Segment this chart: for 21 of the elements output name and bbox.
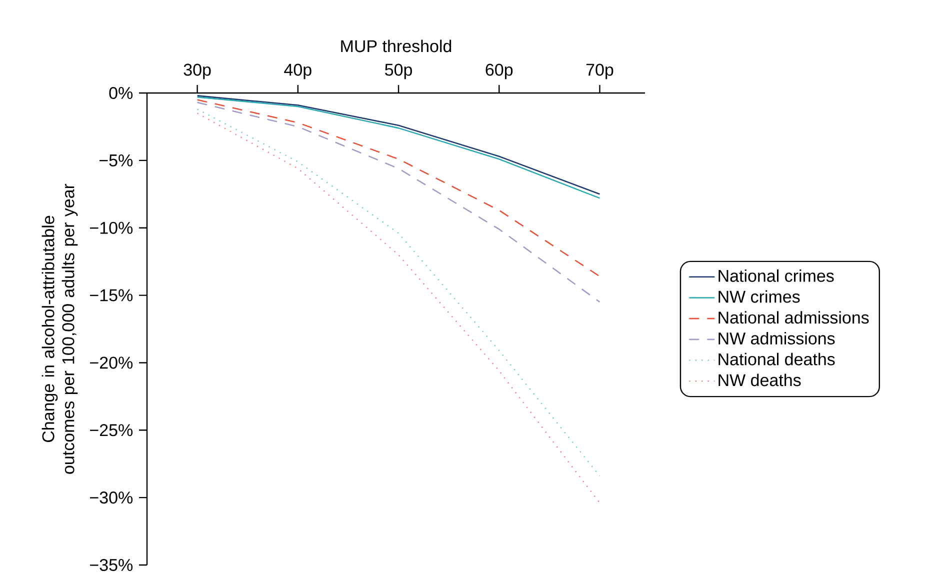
y-tick-label: −25% [90, 424, 133, 436]
legend-label: NW admissions [718, 332, 835, 344]
y-tick-label: −10% [90, 222, 133, 234]
legend-label: National admissions [718, 311, 869, 324]
y-tick-label: −15% [90, 289, 133, 302]
y-tick-label: −5% [99, 154, 133, 166]
y-tick-label: −35% [90, 558, 133, 572]
y-tick-label: −30% [90, 492, 133, 504]
y-tick-label: 0% [109, 86, 133, 100]
legend-label: National deaths [718, 352, 835, 366]
x-tick-label: 60p [486, 64, 513, 80]
y-tick-label: −20% [90, 356, 133, 369]
legend-label: NW deaths [718, 374, 801, 386]
x-tick-label: 50p [385, 64, 412, 80]
x-tick-label: 30p [184, 64, 211, 80]
x-tick-label: 70p [586, 64, 614, 80]
legend-label: National crimes [718, 269, 834, 282]
y-axis-title: Change in alcohol-attributable outcomes per 100,000 adults per year [42, 184, 78, 474]
legend-label: NW crimes [718, 290, 800, 303]
x-tick-label: 40p [284, 64, 312, 80]
x-axis-title: MUP threshold [341, 40, 452, 52]
